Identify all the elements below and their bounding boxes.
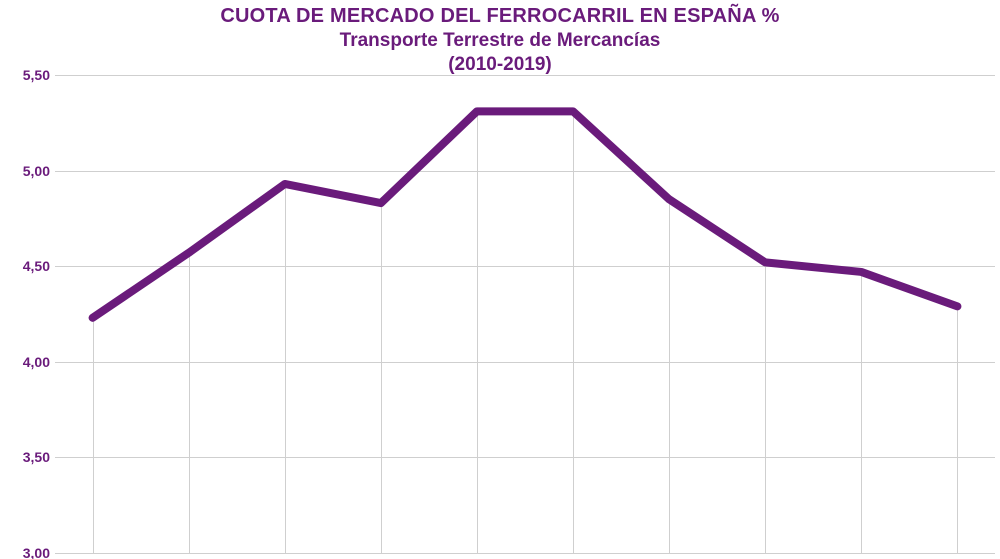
- plot-area: [55, 75, 995, 553]
- series-line: [55, 75, 995, 553]
- y-tick-label: 5,00: [10, 163, 50, 179]
- y-tick-label: 3,00: [10, 545, 50, 559]
- gridline-horizontal: [55, 553, 995, 554]
- chart-title-block: CUOTA DE MERCADO DEL FERROCARRIL EN ESPA…: [0, 4, 1000, 77]
- y-tick-label: 3,50: [10, 449, 50, 465]
- chart-title-line2: Transporte Terrestre de Mercancías: [0, 29, 1000, 53]
- y-tick-label: 4,50: [10, 258, 50, 274]
- y-tick-label: 5,50: [10, 67, 50, 83]
- chart-title-line3: (2010-2019): [0, 53, 1000, 77]
- chart-container: CUOTA DE MERCADO DEL FERROCARRIL EN ESPA…: [0, 0, 1000, 559]
- y-tick-label: 4,00: [10, 354, 50, 370]
- chart-title-line1: CUOTA DE MERCADO DEL FERROCARRIL EN ESPA…: [0, 4, 1000, 29]
